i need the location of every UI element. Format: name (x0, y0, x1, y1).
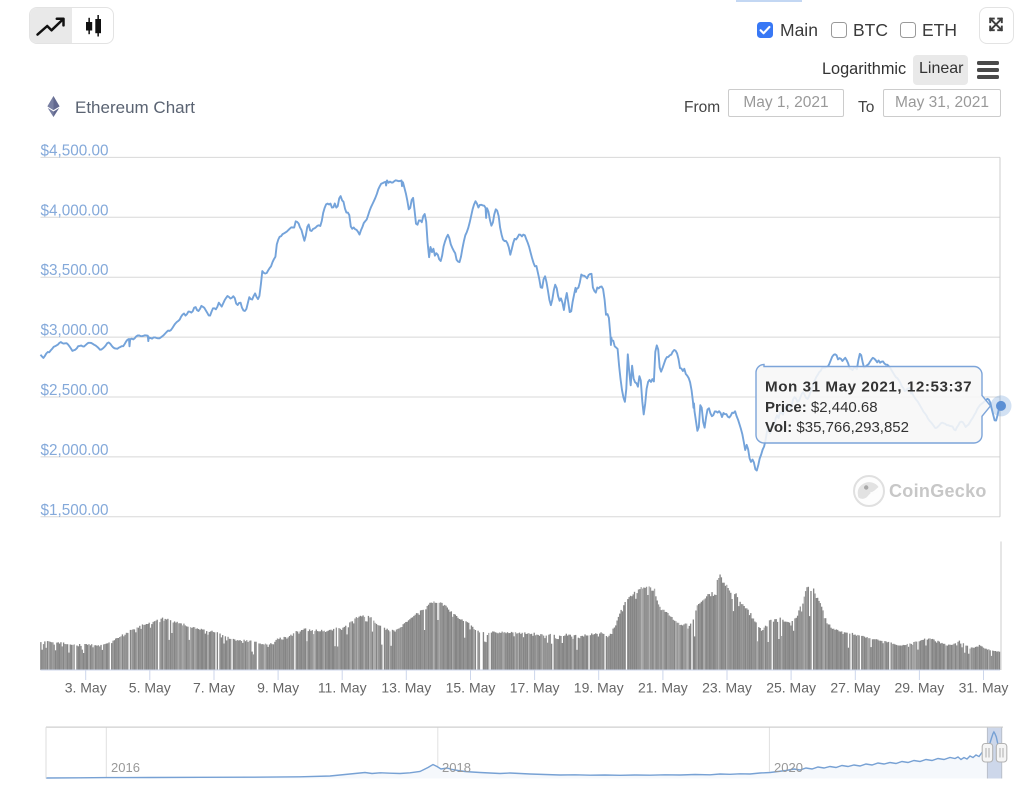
svg-text:25. May: 25. May (766, 680, 816, 696)
svg-text:29. May: 29. May (894, 680, 944, 696)
svg-text:21. May: 21. May (638, 680, 688, 696)
svg-text:9. May: 9. May (257, 680, 299, 696)
svg-text:27. May: 27. May (830, 680, 880, 696)
svg-text:3. May: 3. May (65, 680, 107, 696)
svg-text:CoinGecko: CoinGecko (889, 481, 987, 501)
svg-text:11. May: 11. May (318, 680, 367, 696)
svg-text:$4,000.00: $4,000.00 (41, 202, 109, 219)
svg-text:31. May: 31. May (959, 680, 1009, 696)
svg-text:$1,500.00: $1,500.00 (41, 502, 109, 519)
svg-text:7. May: 7. May (193, 680, 235, 696)
svg-text:$2,500.00: $2,500.00 (41, 382, 109, 399)
svg-text:17. May: 17. May (510, 680, 560, 696)
svg-text:5. May: 5. May (129, 680, 171, 696)
svg-text:2020: 2020 (774, 760, 803, 775)
svg-text:Price: $2,440.68: Price: $2,440.68 (765, 399, 878, 416)
svg-text:19. May: 19. May (574, 680, 624, 696)
svg-text:13. May: 13. May (381, 680, 431, 696)
svg-text:2018: 2018 (442, 760, 471, 775)
svg-text:$2,000.00: $2,000.00 (41, 442, 109, 459)
svg-text:2016: 2016 (111, 760, 140, 775)
svg-text:23. May: 23. May (702, 680, 752, 696)
svg-text:$4,500.00: $4,500.00 (41, 142, 109, 159)
svg-text:$3,000.00: $3,000.00 (41, 322, 109, 339)
svg-text:Mon 31 May 2021, 12:53:37: Mon 31 May 2021, 12:53:37 (765, 379, 972, 396)
svg-text:$3,500.00: $3,500.00 (41, 262, 109, 279)
svg-text:Vol: $35,766,293,852: Vol: $35,766,293,852 (765, 419, 909, 436)
svg-text:15. May: 15. May (446, 680, 496, 696)
